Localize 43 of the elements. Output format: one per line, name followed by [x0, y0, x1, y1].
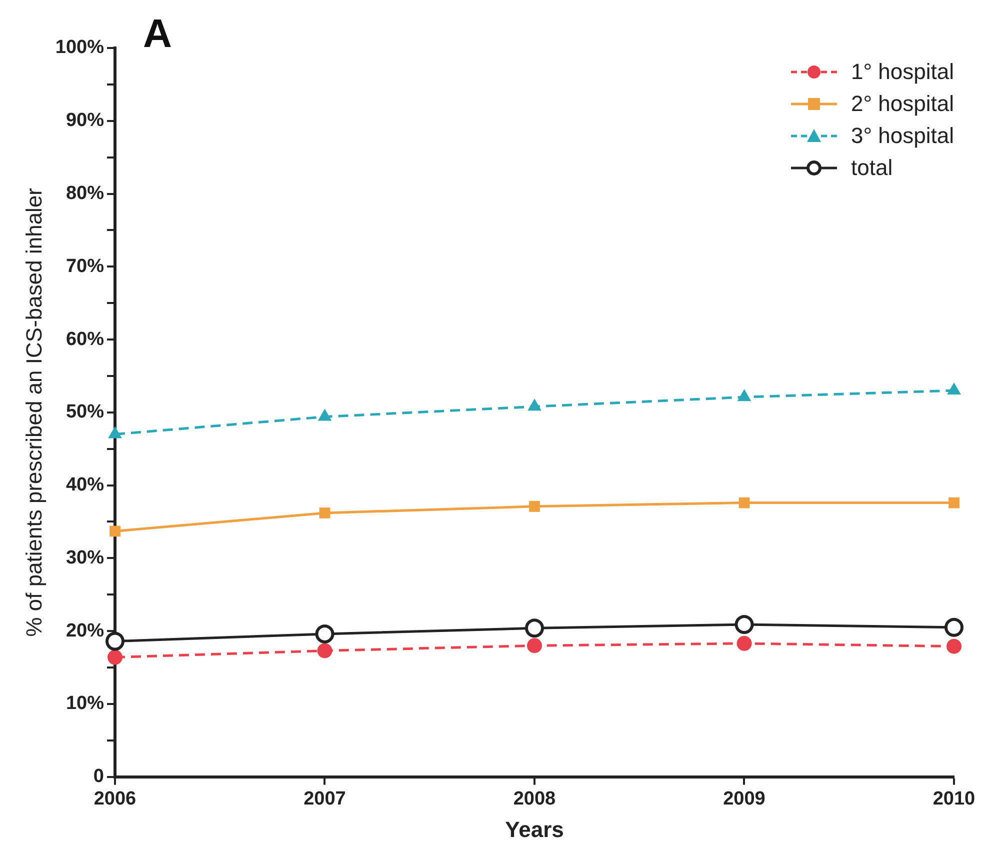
point	[315, 624, 334, 644]
legend-label: 1° hospital	[851, 58, 954, 86]
y-tick-label: 0	[93, 766, 104, 788]
x-axis-title: Years	[505, 816, 564, 842]
point	[110, 526, 120, 537]
point	[524, 618, 544, 638]
x-tick-label: 2010	[932, 788, 976, 810]
y-tick-label: 20%	[66, 620, 104, 642]
y-tick-label: 30%	[66, 547, 104, 568]
legend-label: total	[851, 154, 893, 182]
y-tick-label: 50%	[66, 402, 104, 423]
point	[526, 638, 542, 654]
point	[738, 497, 750, 508]
point	[318, 409, 332, 421]
x-tick-label: 2007	[304, 788, 346, 810]
point	[319, 508, 330, 518]
legend-label: 3° hospital	[851, 122, 954, 150]
annotation: A	[142, 12, 172, 56]
y-tick-label: 90%	[66, 110, 104, 132]
y-tick-label: 80%	[66, 182, 104, 204]
point	[528, 399, 542, 411]
point	[105, 632, 124, 651]
point	[947, 383, 961, 395]
y-tick-label: 10%	[66, 693, 104, 714]
point	[529, 500, 540, 512]
point	[736, 636, 752, 651]
y-axis-title: % of patients prescribed an ICS-based inhaler	[21, 188, 46, 637]
point	[107, 650, 122, 665]
y-tick-label: 40%	[66, 474, 104, 496]
point	[944, 618, 964, 637]
point	[734, 614, 754, 634]
y-tick-label: 70%	[66, 256, 104, 277]
point	[946, 638, 962, 654]
point	[738, 390, 751, 402]
point	[948, 497, 960, 508]
point	[108, 426, 122, 438]
x-tick-label: 2006	[94, 788, 136, 810]
point	[317, 643, 332, 658]
x-tick-label: 2008	[513, 788, 556, 810]
y-tick-label: 60%	[66, 328, 104, 350]
legend-label: 2° hospital	[851, 90, 954, 118]
x-tick-label: 2009	[723, 788, 766, 810]
y-tick-label: 100%	[55, 37, 104, 58]
